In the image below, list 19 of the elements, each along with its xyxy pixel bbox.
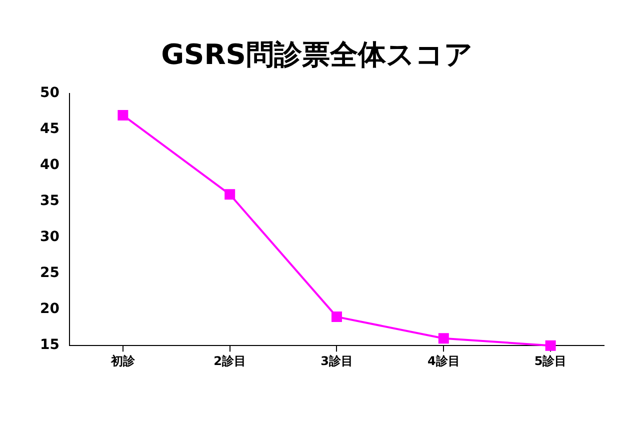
y-tick-label: 50 (40, 85, 60, 102)
point (224, 189, 236, 200)
y-tick-label: 40 (40, 157, 60, 174)
y-tick-label: 15 (40, 337, 60, 354)
y-tick-label: 45 (40, 121, 60, 138)
point (118, 110, 128, 120)
y-tick-label: 35 (40, 193, 60, 210)
x-tick-label: 初診 (110, 354, 136, 368)
x-tick-label: 5診目 (534, 354, 567, 368)
x-tick-label: 2診目 (214, 354, 246, 368)
chart-title: GSRS問診票全体スコア (161, 38, 473, 72)
y-tick-label: 25 (40, 265, 60, 282)
x-tick-label: 3診目 (320, 354, 353, 368)
point (438, 333, 449, 344)
y-tick-label: 20 (40, 301, 60, 318)
point (332, 312, 342, 322)
y-tick-label: 30 (40, 229, 60, 246)
x-tick-label: 4診目 (427, 354, 460, 368)
point (545, 340, 556, 351)
